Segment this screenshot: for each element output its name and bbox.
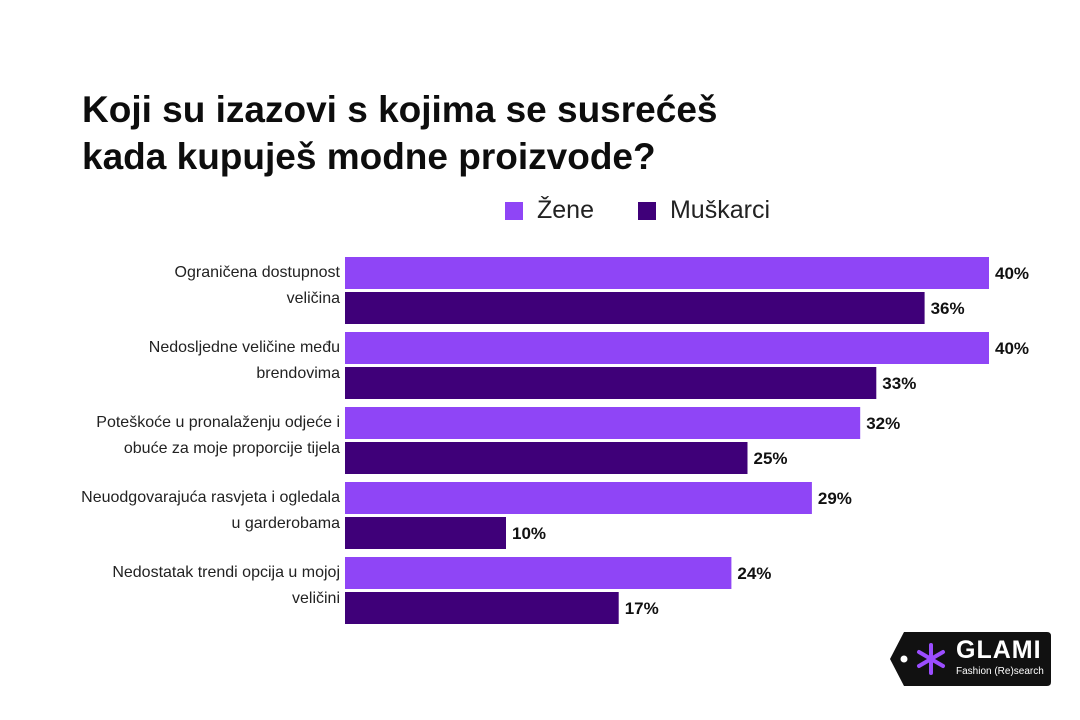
category-label-3-line-1: u garderobama: [231, 515, 340, 532]
category-label-0: Ograničena dostupnost veličina: [40, 260, 340, 312]
bar-muskarci-2: [345, 442, 748, 474]
bar-zene-3: [345, 482, 812, 514]
category-label-2-line-1: obuće za moje proporcije tijela: [123, 440, 340, 457]
data-label-zene-3: 29%: [818, 489, 852, 508]
data-label-muskarci-3: 10%: [512, 524, 546, 543]
category-label-1-line-0: Nedosljedne veličine među: [148, 339, 340, 356]
title-line-2: kada kupuješ modne proizvode?: [82, 136, 656, 177]
legend-label-zene: Žene: [537, 196, 594, 224]
chart-title: Koji su izazovi s kojima se susrećeš kad…: [82, 86, 782, 180]
data-label-zene-2: 32%: [866, 414, 900, 433]
category-label-1: Nedosljedne veličine među brendovima: [40, 335, 340, 387]
logo-wordmark: GLAMI: [956, 636, 1042, 664]
legend-item-muskarci: Muškarci: [637, 196, 770, 225]
data-label-zene-4: 24%: [737, 564, 771, 583]
bar-muskarci-1: [345, 367, 877, 399]
bar-zene-2: [345, 407, 861, 439]
category-label-4: Nedostatak trendi opcija u mojoj veličini: [40, 560, 340, 612]
data-label-muskarci-0: 36%: [931, 299, 965, 318]
title-line-1: Koji su izazovi s kojima se susrećeš: [82, 89, 718, 130]
logo-tagline: Fashion (Re)search: [956, 666, 1044, 677]
data-label-zene-0: 40%: [995, 264, 1029, 283]
logo-tag-shape: [890, 632, 1051, 686]
bar-zene-4: [345, 557, 732, 589]
data-label-muskarci-2: 25%: [754, 449, 788, 468]
category-label-3-line-0: Neuodgovarajuća rasvjeta i ogledala: [81, 489, 340, 506]
glami-logo: GLAMI Fashion (Re)search: [888, 630, 1053, 688]
data-label-muskarci-1: 33%: [882, 374, 916, 393]
bar-muskarci-0: [345, 292, 925, 324]
bar-muskarci-4: [345, 592, 619, 624]
legend-item-zene: Žene: [505, 196, 594, 225]
category-label-4-line-0: Nedostatak trendi opcija u mojoj: [112, 564, 340, 581]
data-label-muskarci-4: 17%: [625, 599, 659, 618]
category-label-2: Poteškoće u pronalaženju odjeće i obuće z…: [40, 410, 340, 462]
category-label-4-line-1: veličini: [291, 590, 340, 607]
legend-swatch-zene: [505, 201, 523, 220]
legend-swatch-muskarci: [637, 201, 656, 220]
category-label-3: Neuodgovarajuća rasvjeta i ogledala u gar…: [40, 485, 340, 537]
data-label-zene-1: 40%: [995, 339, 1029, 358]
category-label-2-line-0: Poteškoće u pronalaženju odjeće i: [96, 414, 340, 431]
bar-zene-1: [345, 332, 989, 364]
bar-muskarci-3: [345, 517, 506, 549]
asterisk-icon: [917, 643, 945, 675]
category-label-1-line-1: brendovima: [256, 365, 340, 382]
category-label-0-line-1: veličina: [286, 290, 340, 307]
bar-zene-0: [345, 257, 989, 289]
legend: Žene Muškarci: [505, 196, 814, 225]
legend-label-muskarci: Muškarci: [669, 196, 770, 224]
category-label-0-line-0: Ograničena dostupnost: [174, 264, 340, 281]
